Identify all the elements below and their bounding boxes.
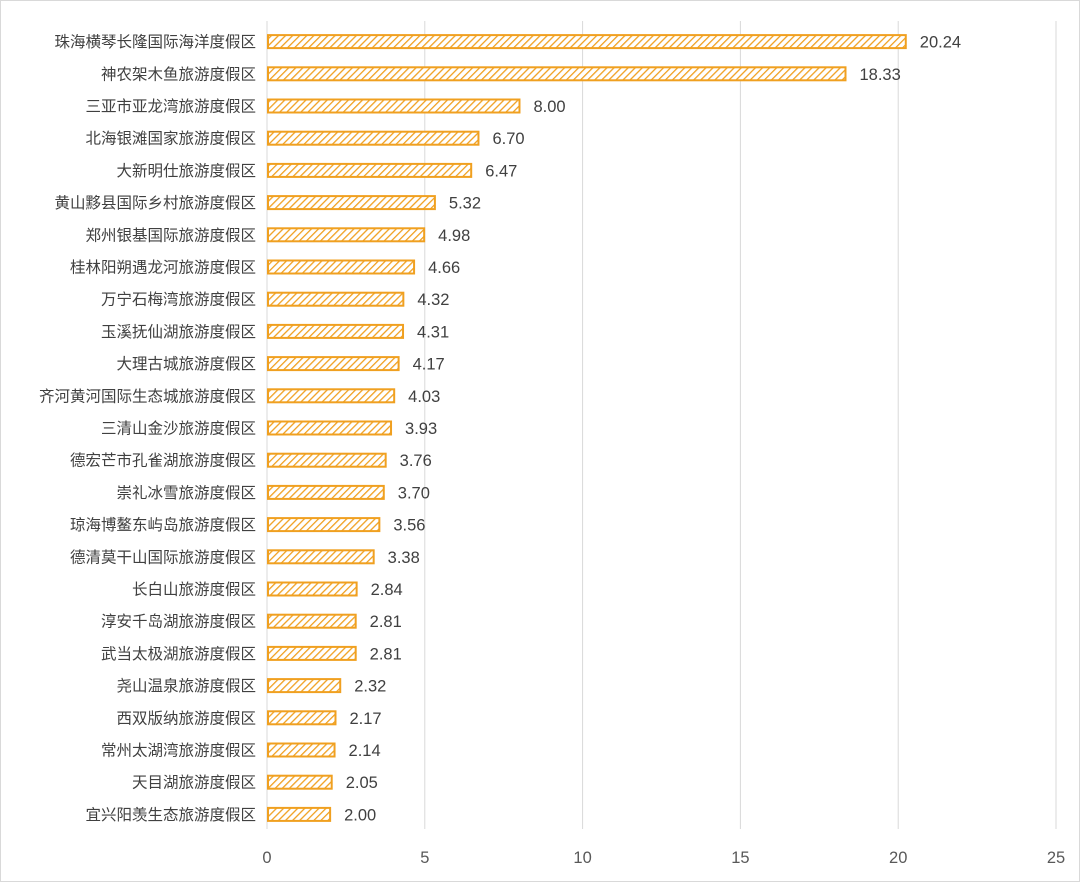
bar <box>267 806 332 822</box>
x-axis-tick-labels: 0 5 10 15 20 25 <box>262 849 1065 867</box>
bar <box>267 356 400 372</box>
data-label: 2.05 <box>346 774 378 792</box>
data-label: 2.32 <box>354 678 386 696</box>
data-label: 3.38 <box>388 549 420 567</box>
category-label: 尧山温泉旅游度假区 <box>116 677 256 695</box>
bar <box>267 774 333 790</box>
bar <box>267 66 847 82</box>
category-label: 琼海博鳌东屿岛旅游度假区 <box>70 516 256 534</box>
data-label: 6.70 <box>492 130 524 148</box>
bar <box>267 452 387 468</box>
bar <box>267 323 405 339</box>
data-label: 3.70 <box>398 484 430 502</box>
x-tick-label: 10 <box>573 849 591 867</box>
category-label: 德清莫干山国际旅游度假区 <box>70 548 256 566</box>
data-label: 2.81 <box>370 645 402 663</box>
bar <box>267 742 336 758</box>
category-label: 郑州银基国际旅游度假区 <box>85 226 256 244</box>
data-label: 3.56 <box>393 517 425 535</box>
bar <box>267 420 393 436</box>
data-label: 8.00 <box>533 98 565 116</box>
data-label: 5.32 <box>449 195 481 213</box>
category-label: 万宁石梅湾旅游度假区 <box>101 291 256 309</box>
bar <box>267 259 416 275</box>
category-labels: 珠海横琴长隆国际海洋度假区神农架木鱼旅游度假区三亚市亚龙湾旅游度假区北海银滩国家… <box>39 33 256 824</box>
data-label: 3.93 <box>405 420 437 438</box>
category-label: 桂林阳朔遇龙河旅游度假区 <box>70 259 256 277</box>
category-label: 三清山金沙旅游度假区 <box>101 420 256 438</box>
bar <box>267 549 375 565</box>
bar <box>267 517 381 533</box>
category-label: 崇礼冰雪旅游度假区 <box>116 484 256 502</box>
data-label: 4.66 <box>428 259 460 277</box>
x-tick-label: 5 <box>420 849 429 867</box>
value-labels: 20.24 18.33 8.00 6.70 6.475.32 4.98 4.66 4.32 4.… <box>344 34 961 825</box>
x-tick-label: 20 <box>889 849 907 867</box>
data-label: 6.47 <box>485 162 517 180</box>
bar <box>267 227 426 243</box>
bar <box>267 388 396 404</box>
category-label: 珠海横琴长隆国际海洋度假区 <box>54 33 256 51</box>
category-label: 三亚市亚龙湾旅游度假区 <box>85 98 256 116</box>
bar <box>267 484 385 500</box>
bar <box>267 162 473 178</box>
data-label: 4.03 <box>408 388 440 406</box>
bar <box>267 98 521 114</box>
category-label: 大理古城旅游度假区 <box>116 355 256 373</box>
data-label: 2.00 <box>344 806 376 824</box>
data-label: 3.76 <box>400 452 432 470</box>
bar <box>267 613 357 629</box>
data-label: 4.98 <box>438 227 470 245</box>
bar <box>267 195 436 211</box>
bar <box>267 130 480 146</box>
bar <box>267 710 337 726</box>
bar <box>267 645 357 661</box>
category-label: 玉溪抚仙湖旅游度假区 <box>101 323 256 341</box>
bar <box>267 34 907 50</box>
bar <box>267 678 342 694</box>
bar <box>267 291 405 307</box>
category-label: 淳安千岛湖旅游度假区 <box>101 613 256 631</box>
category-label: 北海银滩国家旅游度假区 <box>85 130 256 148</box>
bar <box>267 581 358 597</box>
data-label: 4.17 <box>413 356 445 374</box>
x-tick-label: 0 <box>262 849 271 867</box>
x-tick-label: 25 <box>1047 849 1065 867</box>
data-label: 2.17 <box>349 710 381 728</box>
data-label: 2.81 <box>370 613 402 631</box>
category-label: 德宏芒市孔雀湖旅游度假区 <box>70 452 256 470</box>
bars <box>267 34 907 822</box>
data-label: 4.31 <box>417 323 449 341</box>
category-label: 长白山旅游度假区 <box>132 581 256 599</box>
category-label: 宜兴阳羡生态旅游度假区 <box>85 806 256 824</box>
data-label: 2.14 <box>349 742 381 760</box>
data-label: 4.32 <box>417 291 449 309</box>
category-label: 大新明仕旅游度假区 <box>116 162 256 180</box>
category-label: 西双版纳旅游度假区 <box>116 709 256 727</box>
category-label: 神农架木鱼旅游度假区 <box>101 65 256 83</box>
data-label: 20.24 <box>920 34 961 52</box>
grid-lines <box>266 21 1057 829</box>
category-label: 天目湖旅游度假区 <box>132 774 256 792</box>
data-label: 2.84 <box>371 581 403 599</box>
data-label: 18.33 <box>859 66 900 84</box>
category-label: 武当太极湖旅游度假区 <box>101 645 256 663</box>
category-label: 黄山黟县国际乡村旅游度假区 <box>54 194 256 212</box>
x-tick-label: 15 <box>731 849 749 867</box>
category-label: 常州太湖湾旅游度假区 <box>101 742 256 760</box>
category-label: 齐河黄河国际生态城旅游度假区 <box>39 387 256 405</box>
